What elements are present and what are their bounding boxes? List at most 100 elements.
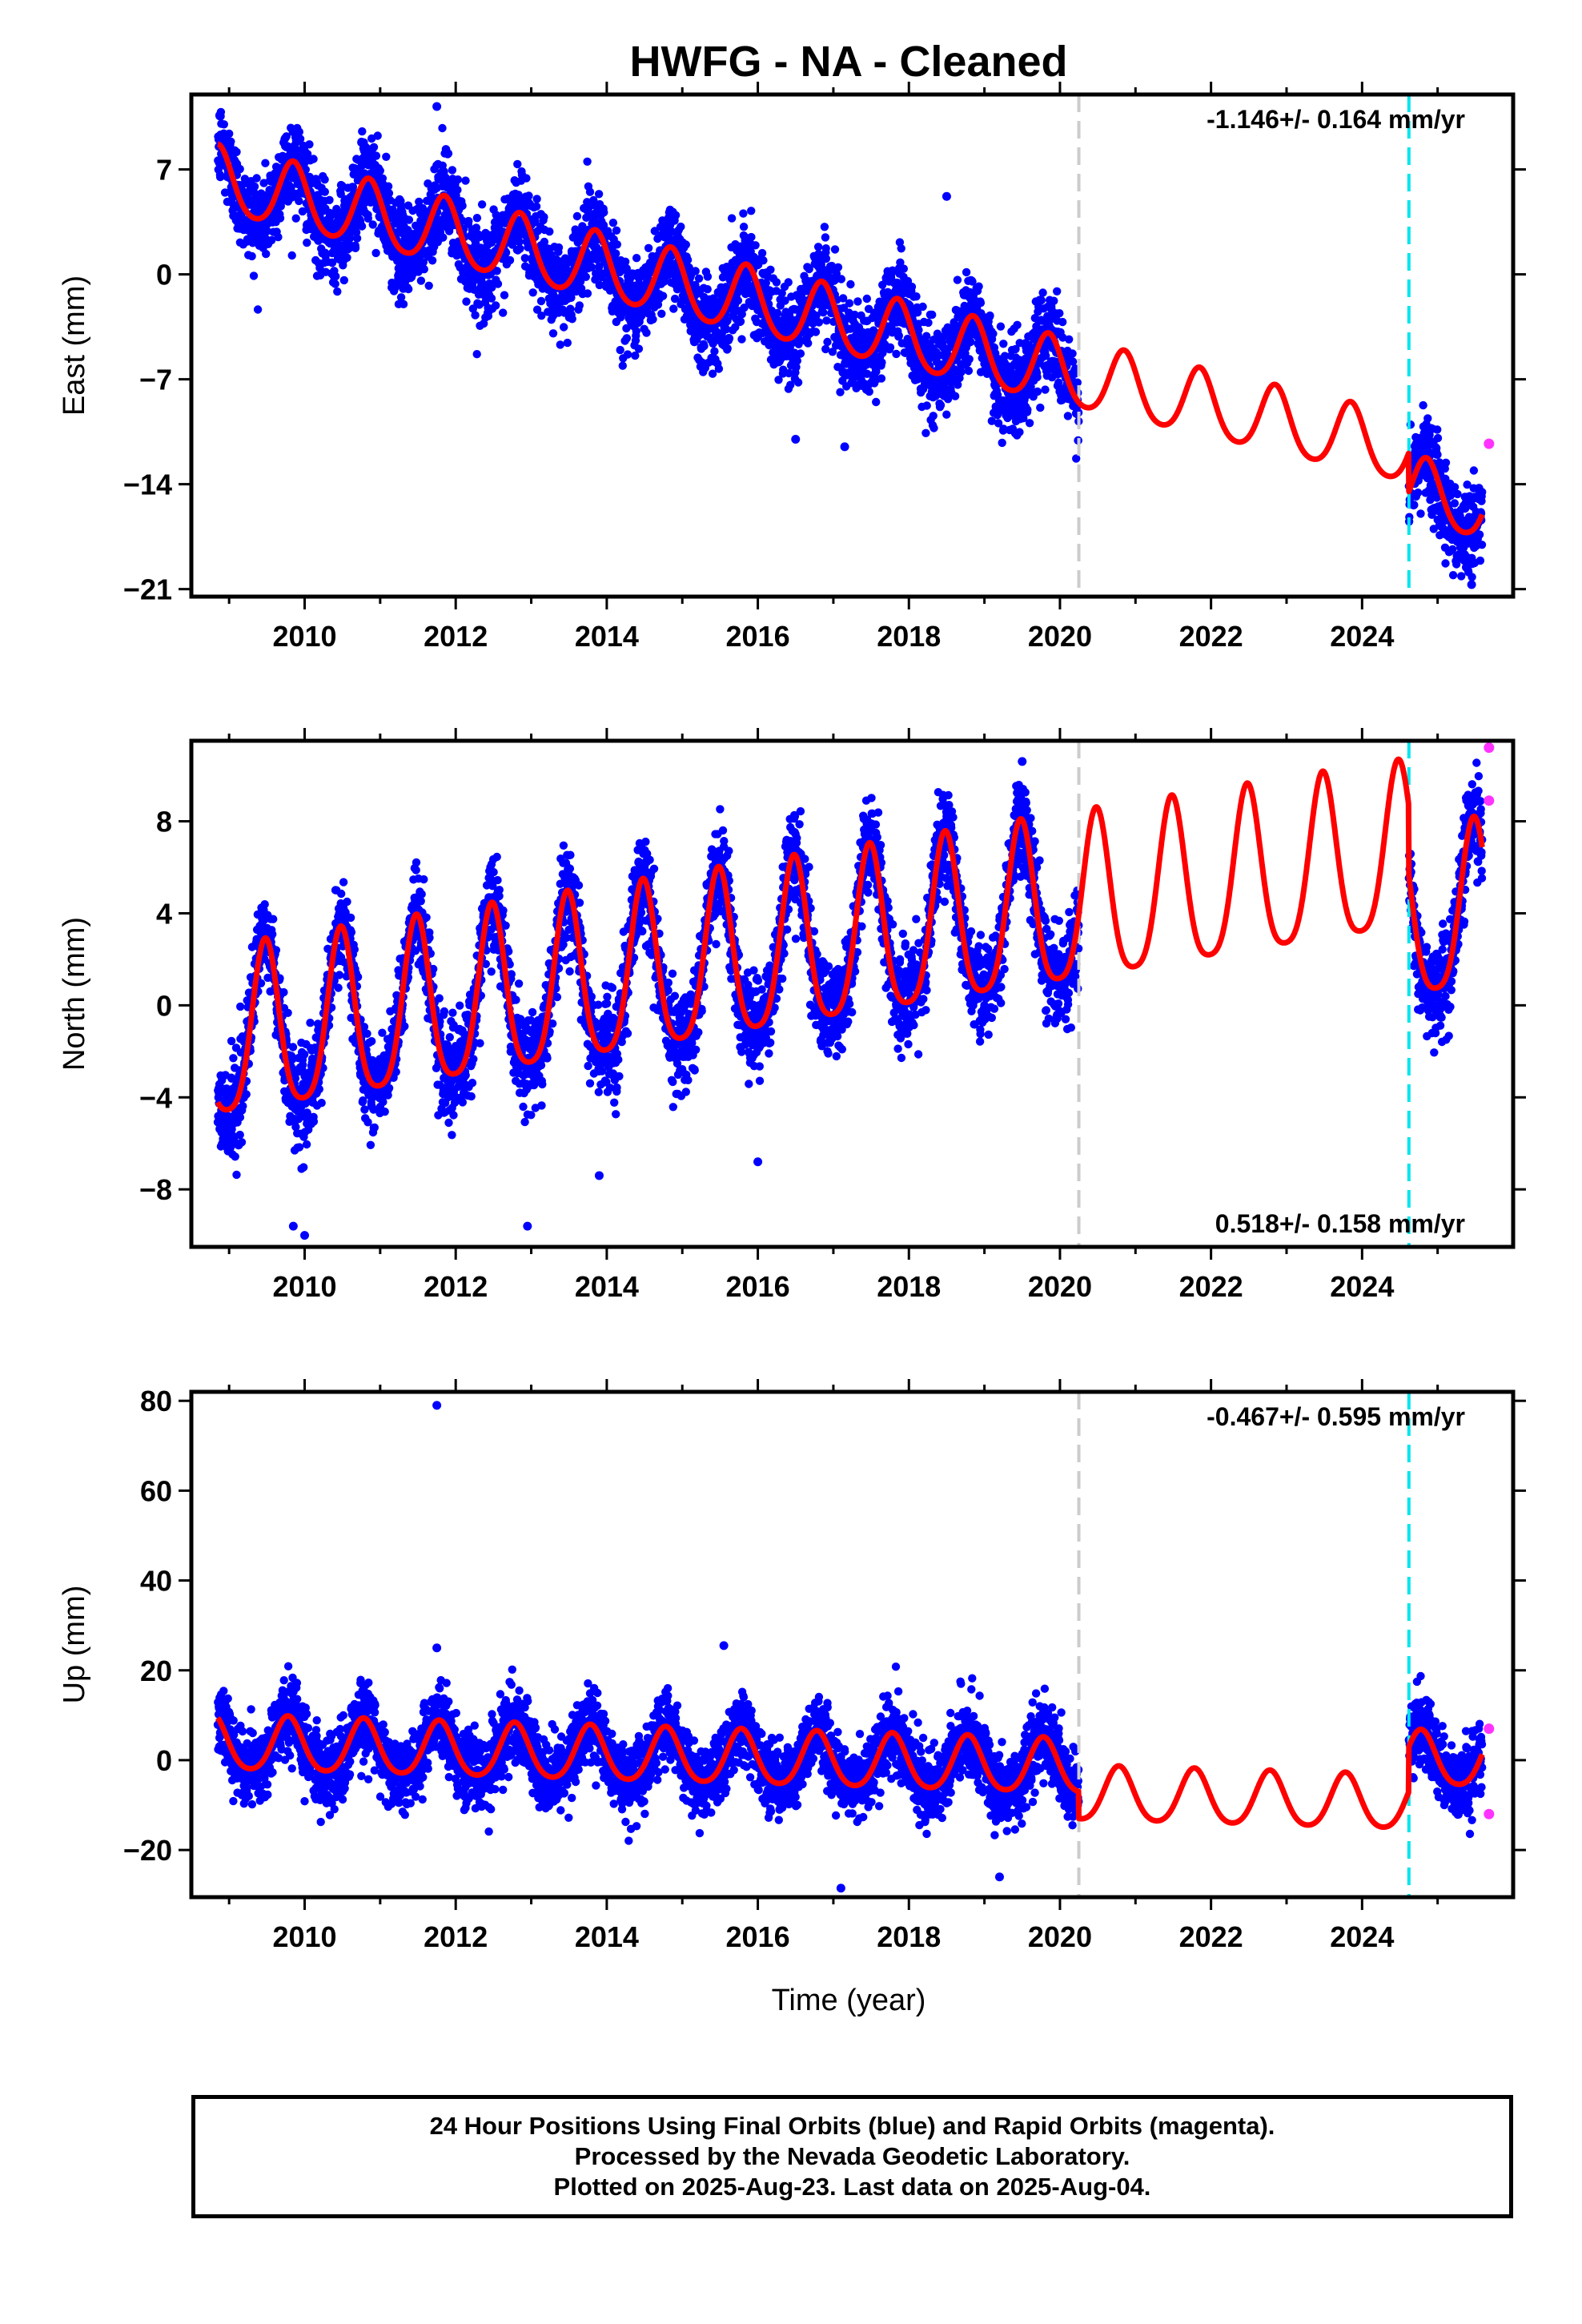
data-point <box>493 279 503 288</box>
data-point <box>928 310 937 320</box>
data-point <box>862 294 872 304</box>
data-point <box>572 211 582 221</box>
data-point <box>683 255 693 264</box>
data-point <box>560 323 568 332</box>
data-point <box>1033 372 1042 382</box>
data-point <box>575 301 584 310</box>
data-point <box>922 401 931 410</box>
data-point <box>930 424 938 432</box>
data-point <box>268 930 277 939</box>
data-point <box>907 282 917 292</box>
data-point <box>384 189 394 198</box>
data-point <box>736 317 745 326</box>
data-point <box>415 197 424 207</box>
y-tick-label: −14 <box>123 468 172 501</box>
data-point <box>383 182 393 191</box>
outlier-point <box>432 102 442 111</box>
data-point <box>964 366 974 376</box>
x-tick-label: 2022 <box>1179 620 1243 653</box>
data-point <box>462 297 471 306</box>
data-point <box>295 127 303 136</box>
data-point <box>247 251 256 261</box>
data-point <box>622 334 632 343</box>
data-point <box>1055 309 1064 318</box>
data-point <box>796 349 805 358</box>
data-point <box>853 297 862 306</box>
data-point <box>369 143 379 151</box>
data-point <box>804 339 813 348</box>
data-point <box>532 195 541 203</box>
data-point <box>986 311 994 320</box>
data-point <box>836 388 845 396</box>
outlier-point <box>942 191 951 201</box>
outlier-point <box>1467 580 1476 589</box>
data-point <box>924 318 933 328</box>
data-point <box>545 227 554 236</box>
data-point <box>283 1008 292 1018</box>
data-point <box>453 186 462 195</box>
data-point <box>1419 400 1427 410</box>
data-point <box>358 127 367 136</box>
data-point <box>448 166 457 175</box>
data-point <box>536 296 546 306</box>
data-point <box>325 195 334 204</box>
data-point <box>634 344 644 353</box>
data-point <box>1023 405 1032 414</box>
data-point <box>227 137 235 146</box>
data-point <box>472 223 481 232</box>
data-point <box>936 400 946 410</box>
data-point <box>725 334 734 343</box>
data-point <box>444 149 453 158</box>
data-point <box>784 278 793 287</box>
data-point <box>253 305 263 314</box>
data-point <box>404 284 413 294</box>
data-point <box>436 223 446 231</box>
data-point <box>632 327 640 336</box>
data-point <box>998 438 1006 448</box>
x-tick-label: 2024 <box>1330 620 1394 653</box>
data-point <box>1414 489 1423 497</box>
data-point <box>751 241 760 250</box>
data-point <box>974 282 983 291</box>
data-point <box>333 287 342 296</box>
data-point <box>1041 385 1050 394</box>
data-point <box>1453 489 1462 499</box>
data-point <box>420 265 428 274</box>
data-point <box>962 267 971 277</box>
data-point <box>657 309 666 318</box>
data-point <box>912 292 921 301</box>
data-point <box>513 159 522 169</box>
data-point <box>989 329 998 338</box>
data-point <box>320 187 329 196</box>
data-point <box>892 349 901 359</box>
data-point <box>261 159 270 167</box>
data-point <box>865 387 873 396</box>
x-tick-label: 2014 <box>575 620 639 653</box>
data-point <box>837 275 846 283</box>
data-point <box>499 308 508 317</box>
data-point <box>291 214 300 223</box>
data-point <box>532 202 541 211</box>
data-point <box>918 302 927 312</box>
data-point <box>522 174 531 183</box>
data-point <box>1468 573 1476 581</box>
data-point <box>727 214 737 223</box>
data-point <box>227 1036 236 1046</box>
data-point <box>1410 501 1419 509</box>
data-point <box>416 276 426 285</box>
data-point <box>220 188 230 197</box>
data-point <box>953 275 962 284</box>
data-point <box>215 172 225 182</box>
data-point <box>737 335 746 344</box>
data-point <box>957 368 966 376</box>
data-point <box>594 190 604 199</box>
data-point <box>343 253 351 262</box>
data-point <box>644 243 653 252</box>
data-point <box>877 358 886 367</box>
data-point <box>821 233 830 242</box>
data-point <box>471 311 480 320</box>
data-point <box>822 316 831 325</box>
y-tick-label: −21 <box>123 573 172 606</box>
data-point <box>382 152 391 161</box>
data-point <box>303 150 312 159</box>
